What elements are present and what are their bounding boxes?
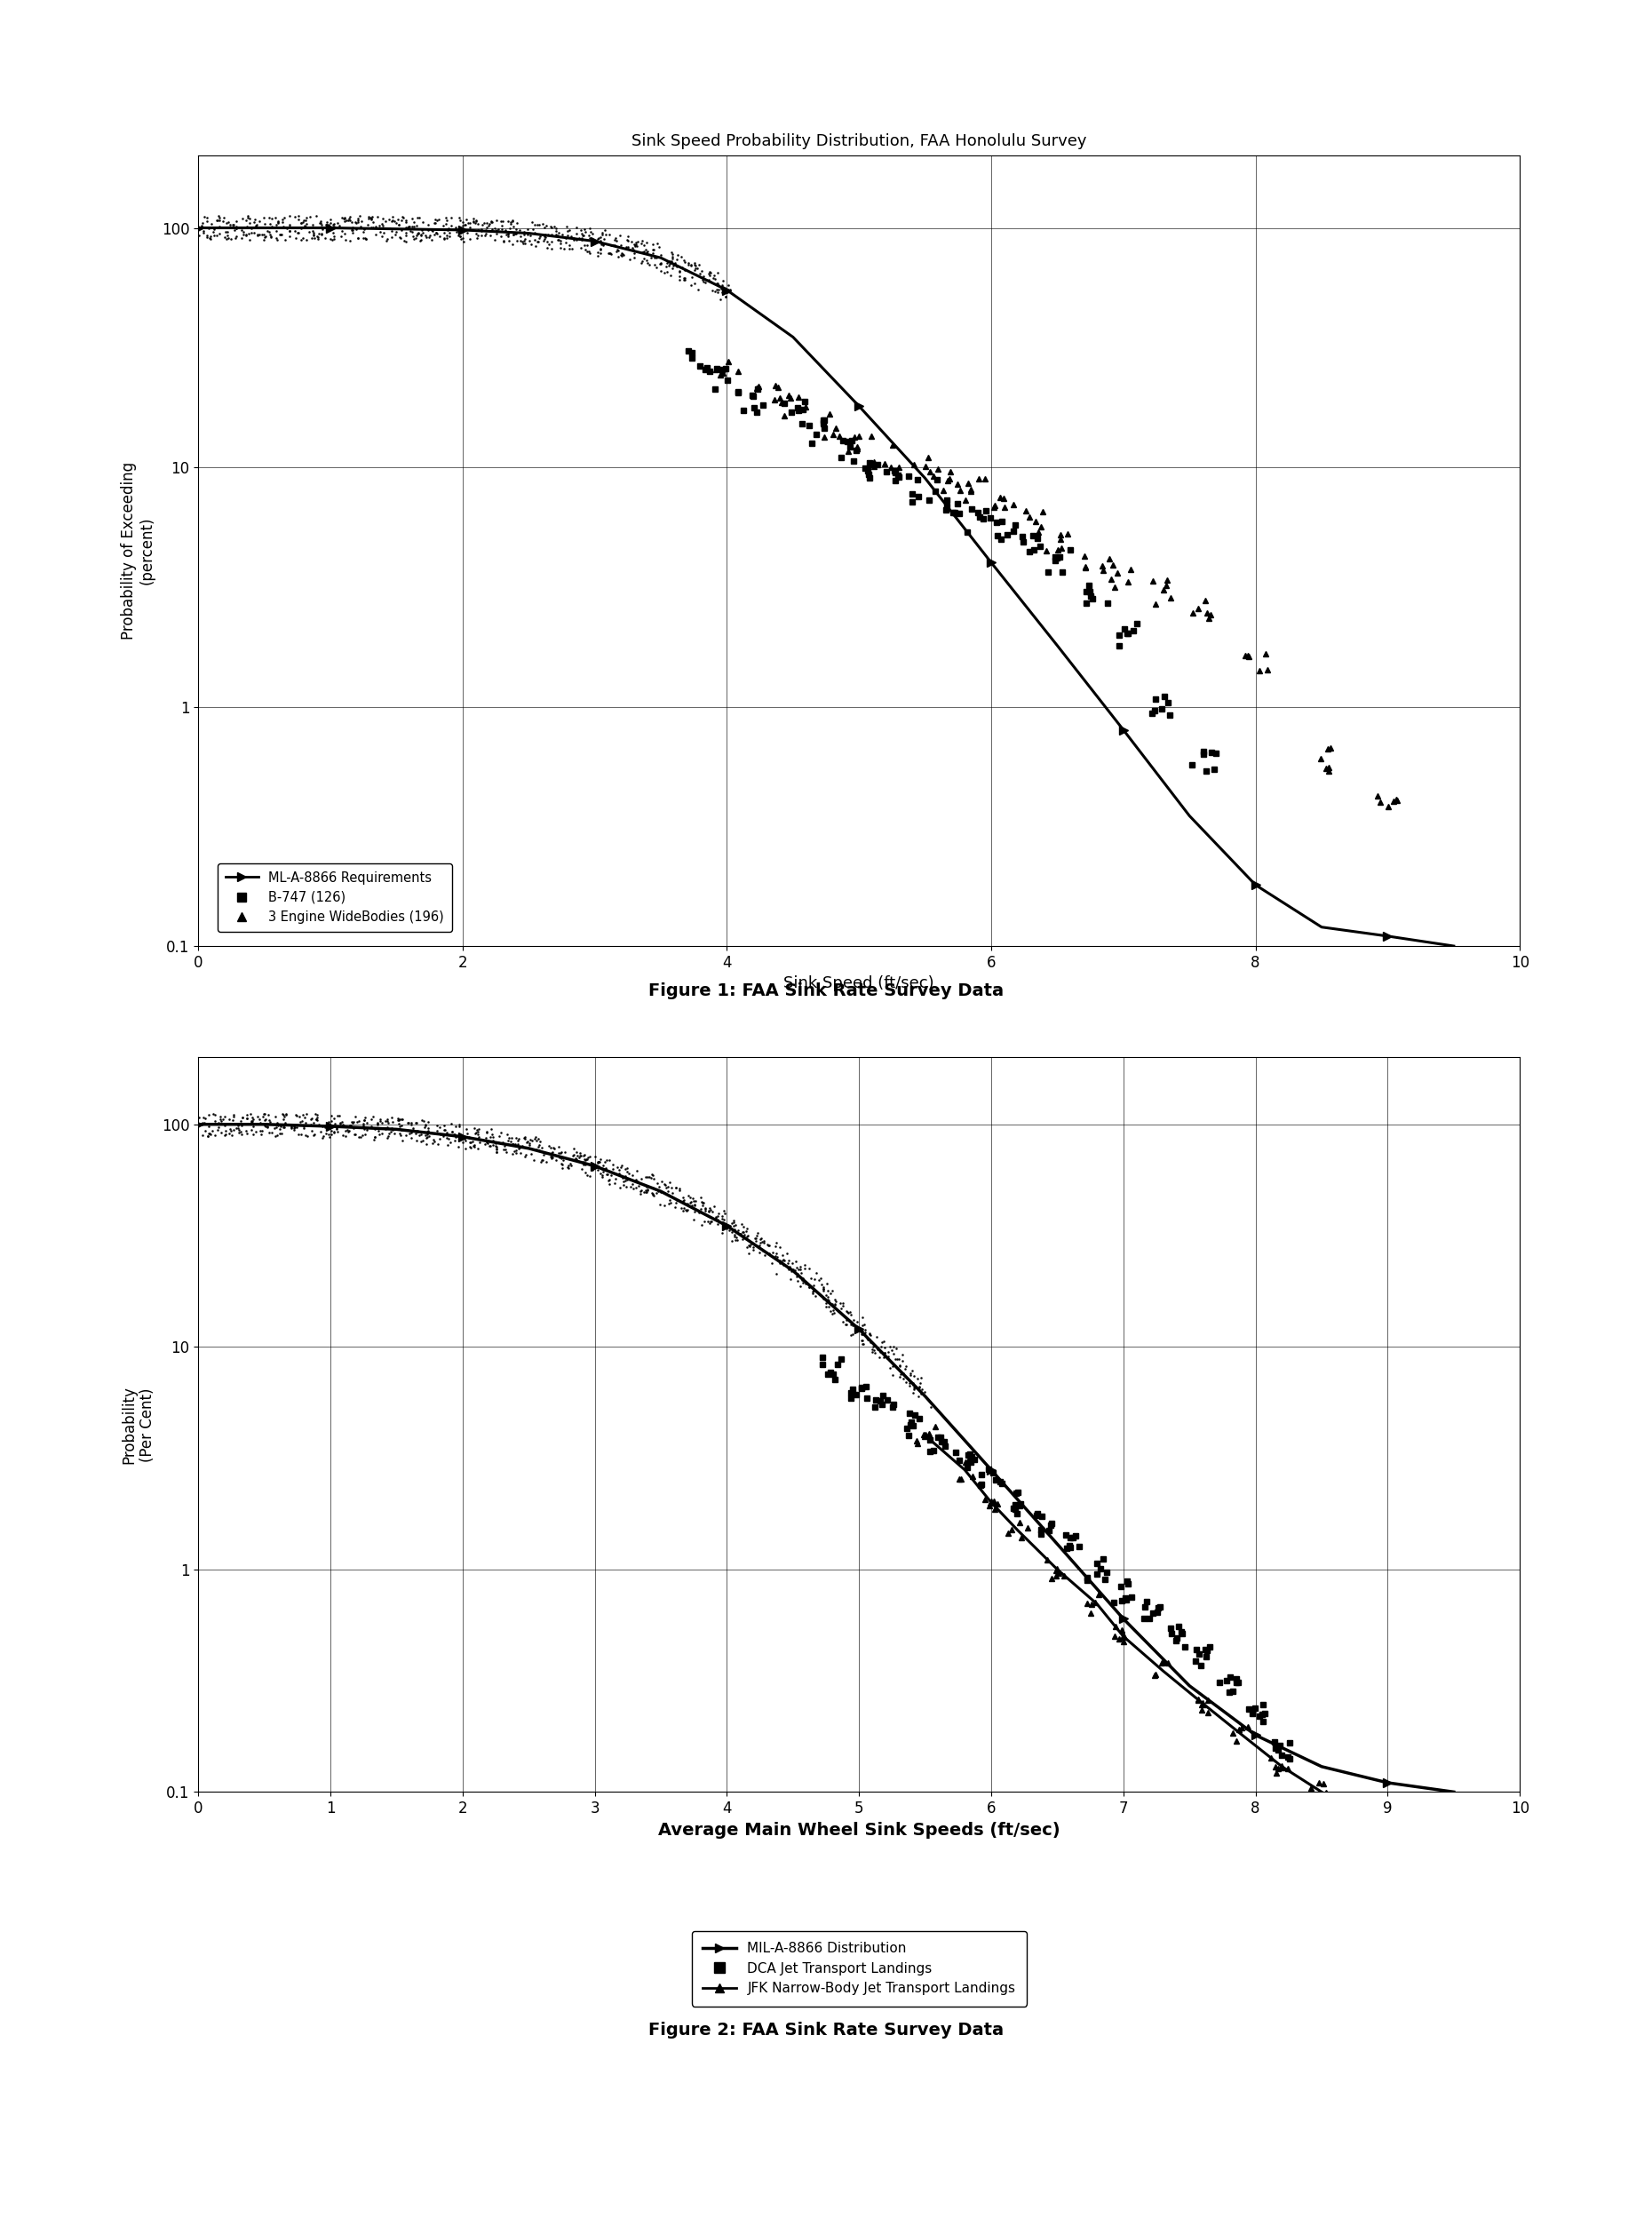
Legend: ML-A-8866 Requirements, B-747 (126), 3 Engine WideBodies (196): ML-A-8866 Requirements, B-747 (126), 3 E…	[218, 864, 453, 933]
Y-axis label: Probability of Exceeding
(percent): Probability of Exceeding (percent)	[121, 463, 155, 639]
Legend: MIL-A-8866 Distribution, DCA Jet Transport Landings, JFK Narrow-Body Jet Transpo: MIL-A-8866 Distribution, DCA Jet Transpo…	[692, 1930, 1026, 2006]
Y-axis label: Probability
(Per Cent): Probability (Per Cent)	[121, 1385, 155, 1465]
X-axis label: Sink Speed (ft/sec): Sink Speed (ft/sec)	[783, 975, 935, 991]
X-axis label: Average Main Wheel Sink Speeds (ft/sec): Average Main Wheel Sink Speeds (ft/sec)	[657, 1821, 1061, 1839]
Text: Figure 1: FAA Sink Rate Survey Data: Figure 1: FAA Sink Rate Survey Data	[648, 982, 1004, 999]
Text: Figure 2: FAA Sink Rate Survey Data: Figure 2: FAA Sink Rate Survey Data	[648, 2021, 1004, 2039]
Title: Sink Speed Probability Distribution, FAA Honolulu Survey: Sink Speed Probability Distribution, FAA…	[631, 134, 1087, 149]
